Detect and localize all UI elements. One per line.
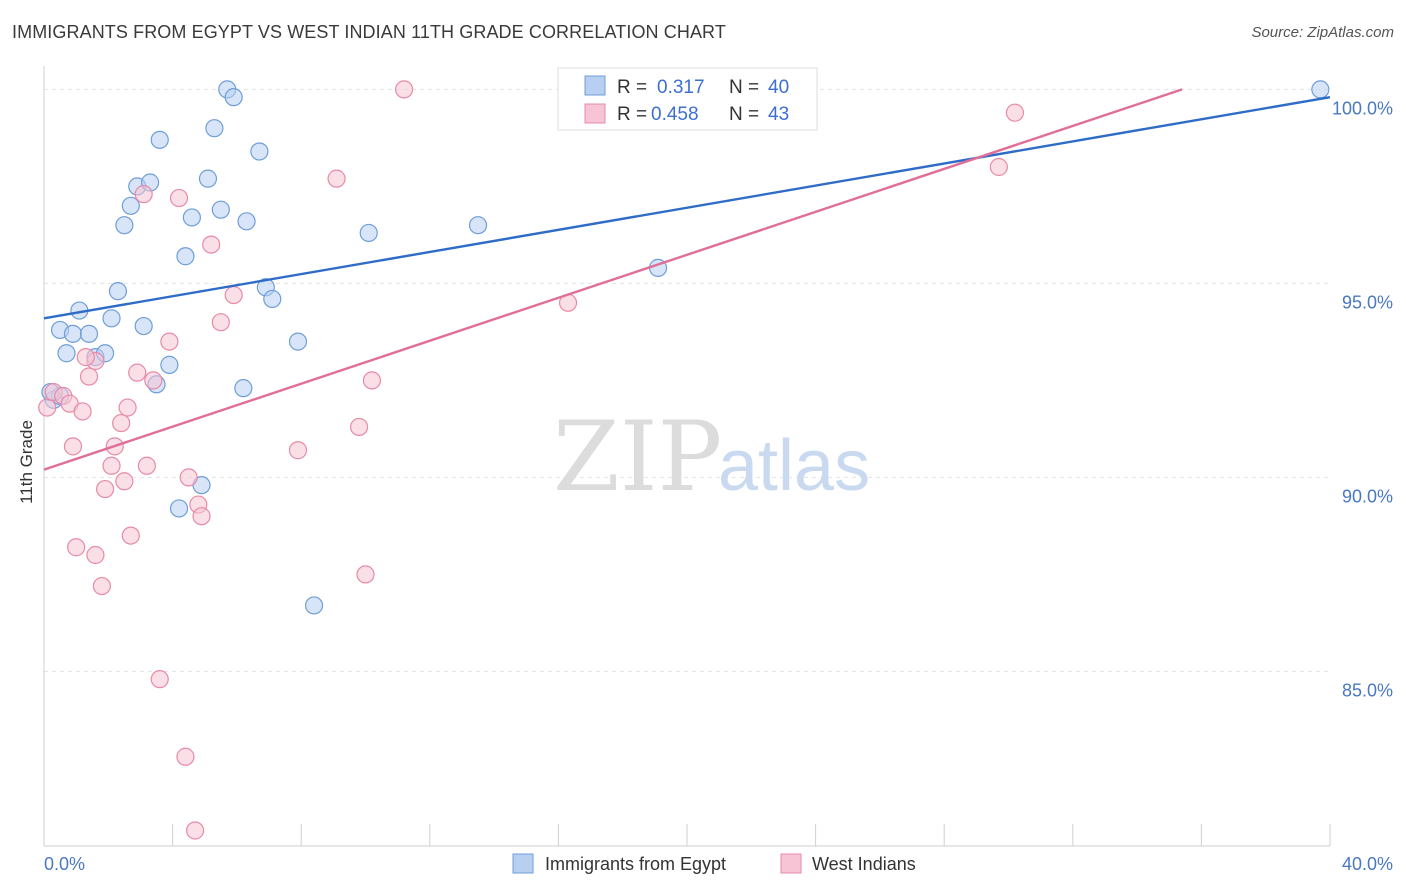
- egypt-point-36: [468, 216, 488, 235]
- gridlines: [44, 88, 1330, 672]
- west-indians-point-42: [76, 348, 95, 367]
- west-indians-point-15: [115, 472, 134, 491]
- trend-lines: [43, 88, 1331, 471]
- west-indians-point-25: [176, 747, 195, 766]
- bottom-legend-label-egypt: Immigrants from Egypt: [545, 854, 726, 874]
- egypt-point-33: [288, 332, 308, 351]
- axes: [43, 66, 1331, 847]
- west-indians-point-31: [211, 313, 230, 332]
- y-tick-label-2: 95.0%: [1342, 292, 1393, 312]
- west-indians-point-12: [102, 456, 121, 475]
- west-indians-point-23: [160, 332, 179, 351]
- x-tick-label-0: 0.0%: [44, 854, 85, 874]
- egypt-point-35: [359, 223, 378, 243]
- egypt-point-6: [79, 324, 99, 343]
- west-indians-point-26: [179, 468, 198, 487]
- west-indians-point-24: [169, 188, 189, 208]
- west-indians-point-9: [86, 545, 105, 565]
- west-indians-point-21: [144, 371, 163, 390]
- y-tick-label-1: 90.0%: [1342, 486, 1393, 506]
- chart-title: IMMIGRANTS FROM EGYPT VS WEST INDIAN 11T…: [12, 22, 726, 42]
- west-indians-point-16: [118, 398, 137, 417]
- egypt-point-24: [205, 119, 224, 138]
- legend-r-value-egypt: 0.317: [657, 77, 705, 98]
- legend-n-value-egypt: 40: [768, 77, 789, 98]
- west-indians-point-19: [134, 185, 153, 204]
- y-tick-labels: 85.0% 90.0% 95.0% 100.0%: [1332, 98, 1393, 700]
- west-indians-point-33: [288, 441, 308, 460]
- west-indians-point-11: [95, 479, 115, 499]
- legend-r-label-egypt: R =: [617, 77, 647, 98]
- egypt-point-10: [108, 282, 128, 301]
- egypt-point-32: [263, 289, 282, 309]
- egypt-point-21: [182, 208, 201, 227]
- watermark-atlas: atlas: [718, 426, 870, 506]
- west-indians-point-29: [192, 507, 211, 526]
- west-indians-point-27: [186, 821, 205, 840]
- legend-swatch-west-indians: [584, 103, 606, 124]
- legend-r-value-west-indians: 0.458: [651, 104, 699, 125]
- west-indians-point-7: [79, 367, 99, 386]
- west-indians-point-32: [224, 285, 243, 305]
- legend-swatch-egypt: [584, 75, 606, 96]
- west-indians-point-6: [73, 402, 92, 421]
- west-indians-point-36: [356, 565, 375, 584]
- y-tick-label-0: 85.0%: [1342, 680, 1393, 700]
- west-indians-point-34: [327, 169, 346, 188]
- west-indians-point-10: [92, 576, 111, 596]
- west-indians-point-20: [137, 456, 156, 475]
- bottom-legend-swatch-west-indians: [780, 853, 802, 874]
- egypt-point-27: [224, 88, 243, 107]
- egypt-point-19: [169, 499, 189, 518]
- west-indians-point-38: [394, 80, 414, 99]
- egypt-point-9: [102, 309, 121, 328]
- west-indians-point-30: [202, 235, 221, 254]
- trend-line-egypt: [43, 95, 1331, 320]
- bottom-legend-label-west-indians: West Indians: [812, 854, 916, 874]
- stats-legend: R = 0.317 N = 40 R = 0.458 N = 43: [557, 67, 818, 131]
- series-legend: Immigrants from Egypt West Indians: [512, 853, 916, 874]
- legend-n-label-west-indians: N =: [729, 104, 759, 125]
- west-indians-point-22: [150, 670, 169, 689]
- egypt-point-4: [63, 324, 83, 343]
- egypt-point-30: [250, 142, 269, 161]
- west-indians-point-41: [1005, 103, 1025, 122]
- west-indians-point-17: [121, 526, 140, 545]
- watermark-zip: ZIP: [553, 401, 722, 513]
- egypt-point-14: [134, 316, 153, 336]
- west-indians-point-5: [67, 538, 86, 557]
- west-indians-point-0: [38, 398, 57, 417]
- west-indians-point-35: [349, 417, 369, 437]
- west-indians-point-4: [63, 437, 83, 456]
- egypt-point-23: [198, 169, 218, 188]
- egypt-point-25: [211, 200, 230, 219]
- west-indians-point-37: [362, 371, 382, 390]
- west-indians-point-14: [112, 413, 131, 433]
- egypt-point-34: [304, 596, 324, 615]
- source-label: Source: ZipAtlas.com: [1251, 24, 1394, 41]
- series-west-indians-points: [38, 80, 1025, 840]
- trend-line-west-indians: [43, 88, 1183, 471]
- egypt-point-3: [57, 344, 76, 363]
- legend-r-label-west-indians: R =: [617, 104, 647, 125]
- x-tick-label-1: 40.0%: [1342, 854, 1393, 874]
- egypt-point-29: [237, 212, 256, 231]
- egypt-point-17: [150, 130, 169, 149]
- egypt-point-11: [115, 216, 134, 235]
- egypt-point-28: [234, 379, 253, 398]
- egypt-point-20: [176, 247, 195, 266]
- y-tick-label-3: 100.0%: [1332, 98, 1393, 118]
- egypt-point-38: [1311, 80, 1330, 99]
- egypt-point-18: [160, 355, 179, 374]
- series-egypt-points: [41, 80, 1330, 615]
- legend-n-value-west-indians: 43: [768, 104, 789, 125]
- bottom-legend-swatch-egypt: [512, 853, 534, 874]
- west-indians-point-40: [989, 157, 1008, 177]
- legend-n-label-egypt: N =: [729, 77, 759, 98]
- west-indians-point-18: [128, 363, 147, 382]
- x-tick-labels: 0.0% 40.0%: [44, 854, 1393, 874]
- egypt-point-12: [121, 196, 140, 215]
- y-axis-label: 11th Grade: [17, 420, 36, 504]
